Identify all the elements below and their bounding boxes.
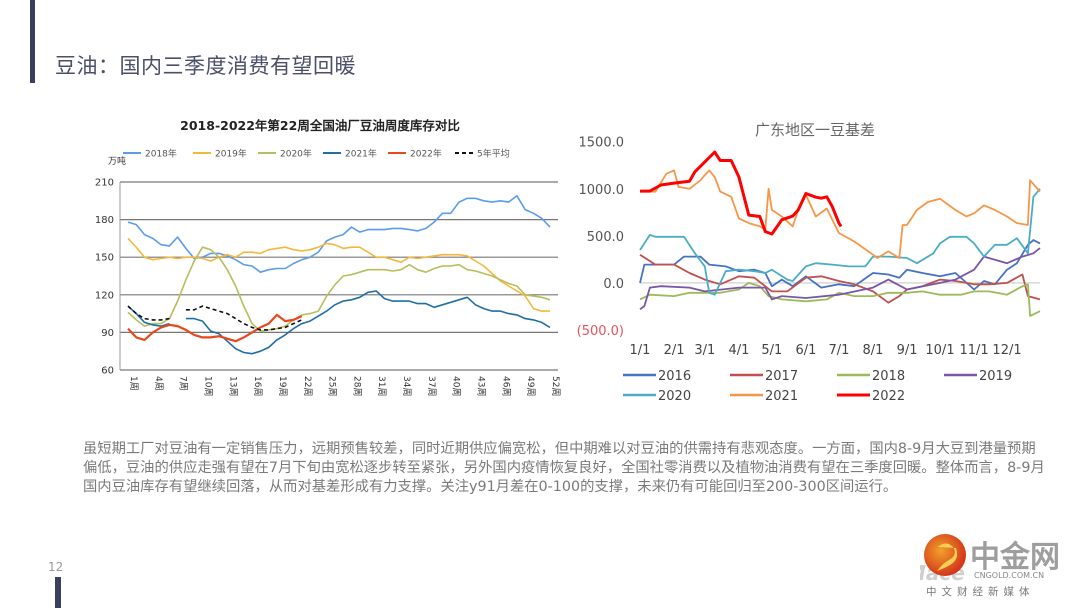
x-tick-label: 2/1 — [664, 343, 685, 358]
legend-label: 2022年 — [410, 148, 442, 160]
y-tick-label: 210 — [95, 178, 114, 189]
legend-label: 2021 — [765, 389, 798, 404]
x-tick-label: 4周 — [153, 376, 164, 391]
y-tick-label: 0.0 — [603, 277, 624, 292]
series-line-2019 — [639, 247, 1041, 311]
x-tick-label: 34周 — [401, 376, 412, 396]
cngold-logo: Mace 中金网 CNGOLD.COM.CN 中文财经新媒体 — [920, 534, 1060, 598]
page-title: 豆油：国内三季度消费有望回暖 — [55, 54, 356, 78]
x-tick-label: 31周 — [376, 376, 387, 396]
series-line-2018 — [639, 282, 1041, 317]
footer-accent-bar — [55, 577, 61, 608]
logo-domain: CNGOLD.COM.CN — [974, 571, 1044, 580]
y-tick-label: 500.0 — [587, 230, 624, 245]
x-tick-label: 12/1 — [992, 343, 1021, 358]
chart-title: 广东地区一豆基差 — [755, 121, 875, 139]
x-tick-label: 1/1 — [630, 343, 651, 358]
chart-title: 2018-2022年第22周全国油厂豆油周度库存对比 — [180, 118, 460, 133]
y-tick-label: 180 — [95, 215, 114, 226]
x-tick-label: 5/1 — [761, 343, 782, 358]
x-tick-label: 43周 — [476, 376, 487, 396]
series-line-5年平均 — [127, 305, 303, 331]
legend-label: 2018年 — [145, 148, 177, 160]
series-line-2016 — [639, 239, 1041, 291]
x-tick-label: 1周 — [128, 376, 139, 391]
x-tick-label: 16周 — [252, 376, 263, 396]
logo-name: 中金网 — [970, 540, 1060, 575]
legend-label: 2019 — [979, 369, 1012, 384]
legend-label: 2021年 — [345, 148, 377, 160]
y-tick-label: 150 — [95, 253, 114, 264]
x-tick-label: 49周 — [525, 376, 536, 396]
x-tick-label: 13周 — [227, 376, 238, 396]
x-tick-label: 25周 — [327, 376, 338, 396]
x-tick-label: 10周 — [202, 376, 213, 396]
basis-chart: 广东地区一豆基差 (500.0) 0.0 500.0 1000.0 1500.0 1/1 2/… — [577, 121, 1041, 404]
legend-label: 5年平均 — [477, 148, 510, 160]
y-axis-unit: 万吨 — [108, 155, 126, 167]
x-tick-label: 10/1 — [925, 343, 954, 358]
x-tick-label: 4/1 — [728, 343, 749, 358]
x-tick-label: 11/1 — [959, 343, 988, 358]
analysis-paragraph: 虽短期工厂对豆油有一定销售压力，远期预售较差，同时近期供应偏宽松，但中期难以对豆… — [83, 441, 1045, 495]
x-tick-label: 3/1 — [694, 343, 715, 358]
x-tick-label: 19周 — [277, 376, 288, 396]
x-tick-label: 9/1 — [897, 343, 918, 358]
x-tick-label: 22周 — [302, 376, 313, 396]
y-tick-label: (500.0) — [577, 324, 624, 339]
legend-label: 2019年 — [215, 148, 247, 160]
x-tick-label: 6/1 — [795, 343, 816, 358]
y-tick-label: 60 — [101, 366, 114, 377]
x-tick-label: 8/1 — [863, 343, 884, 358]
legend-label: 2020年 — [280, 148, 312, 160]
y-tick-label: 1500.0 — [579, 136, 625, 151]
logo-tagline: 中文财经新媒体 — [926, 585, 1035, 598]
series-line-2021 — [640, 169, 1041, 259]
y-tick-label: 1000.0 — [579, 183, 625, 198]
legend-label: 2016 — [658, 369, 691, 384]
title-accent-bar — [30, 0, 35, 83]
legend-label: 2017 — [765, 369, 798, 384]
legend-label: 2020 — [658, 389, 691, 404]
y-tick-label: 90 — [101, 328, 114, 339]
series-line-2019年 — [127, 237, 550, 312]
series-line-2022 — [640, 150, 843, 236]
page-number: 12 — [48, 560, 64, 574]
y-tick-label: 120 — [95, 290, 114, 301]
series-line-2020年 — [127, 246, 551, 332]
logo-emblem-icon — [924, 534, 966, 576]
x-tick-label: 46周 — [500, 376, 511, 396]
legend-label: 2018 — [872, 369, 905, 384]
x-tick-label: 7/1 — [828, 343, 849, 358]
x-tick-label: 7周 — [178, 376, 189, 391]
x-tick-label: 52周 — [550, 376, 561, 396]
x-tick-label: 28周 — [351, 376, 362, 396]
legend-label: 2022 — [872, 389, 905, 404]
x-tick-label: 40周 — [451, 376, 462, 396]
series-line-2022年 — [127, 313, 303, 343]
series-line-2020 — [639, 188, 1041, 296]
x-tick-label: 37周 — [426, 376, 437, 396]
series-line-2017 — [639, 253, 1041, 304]
